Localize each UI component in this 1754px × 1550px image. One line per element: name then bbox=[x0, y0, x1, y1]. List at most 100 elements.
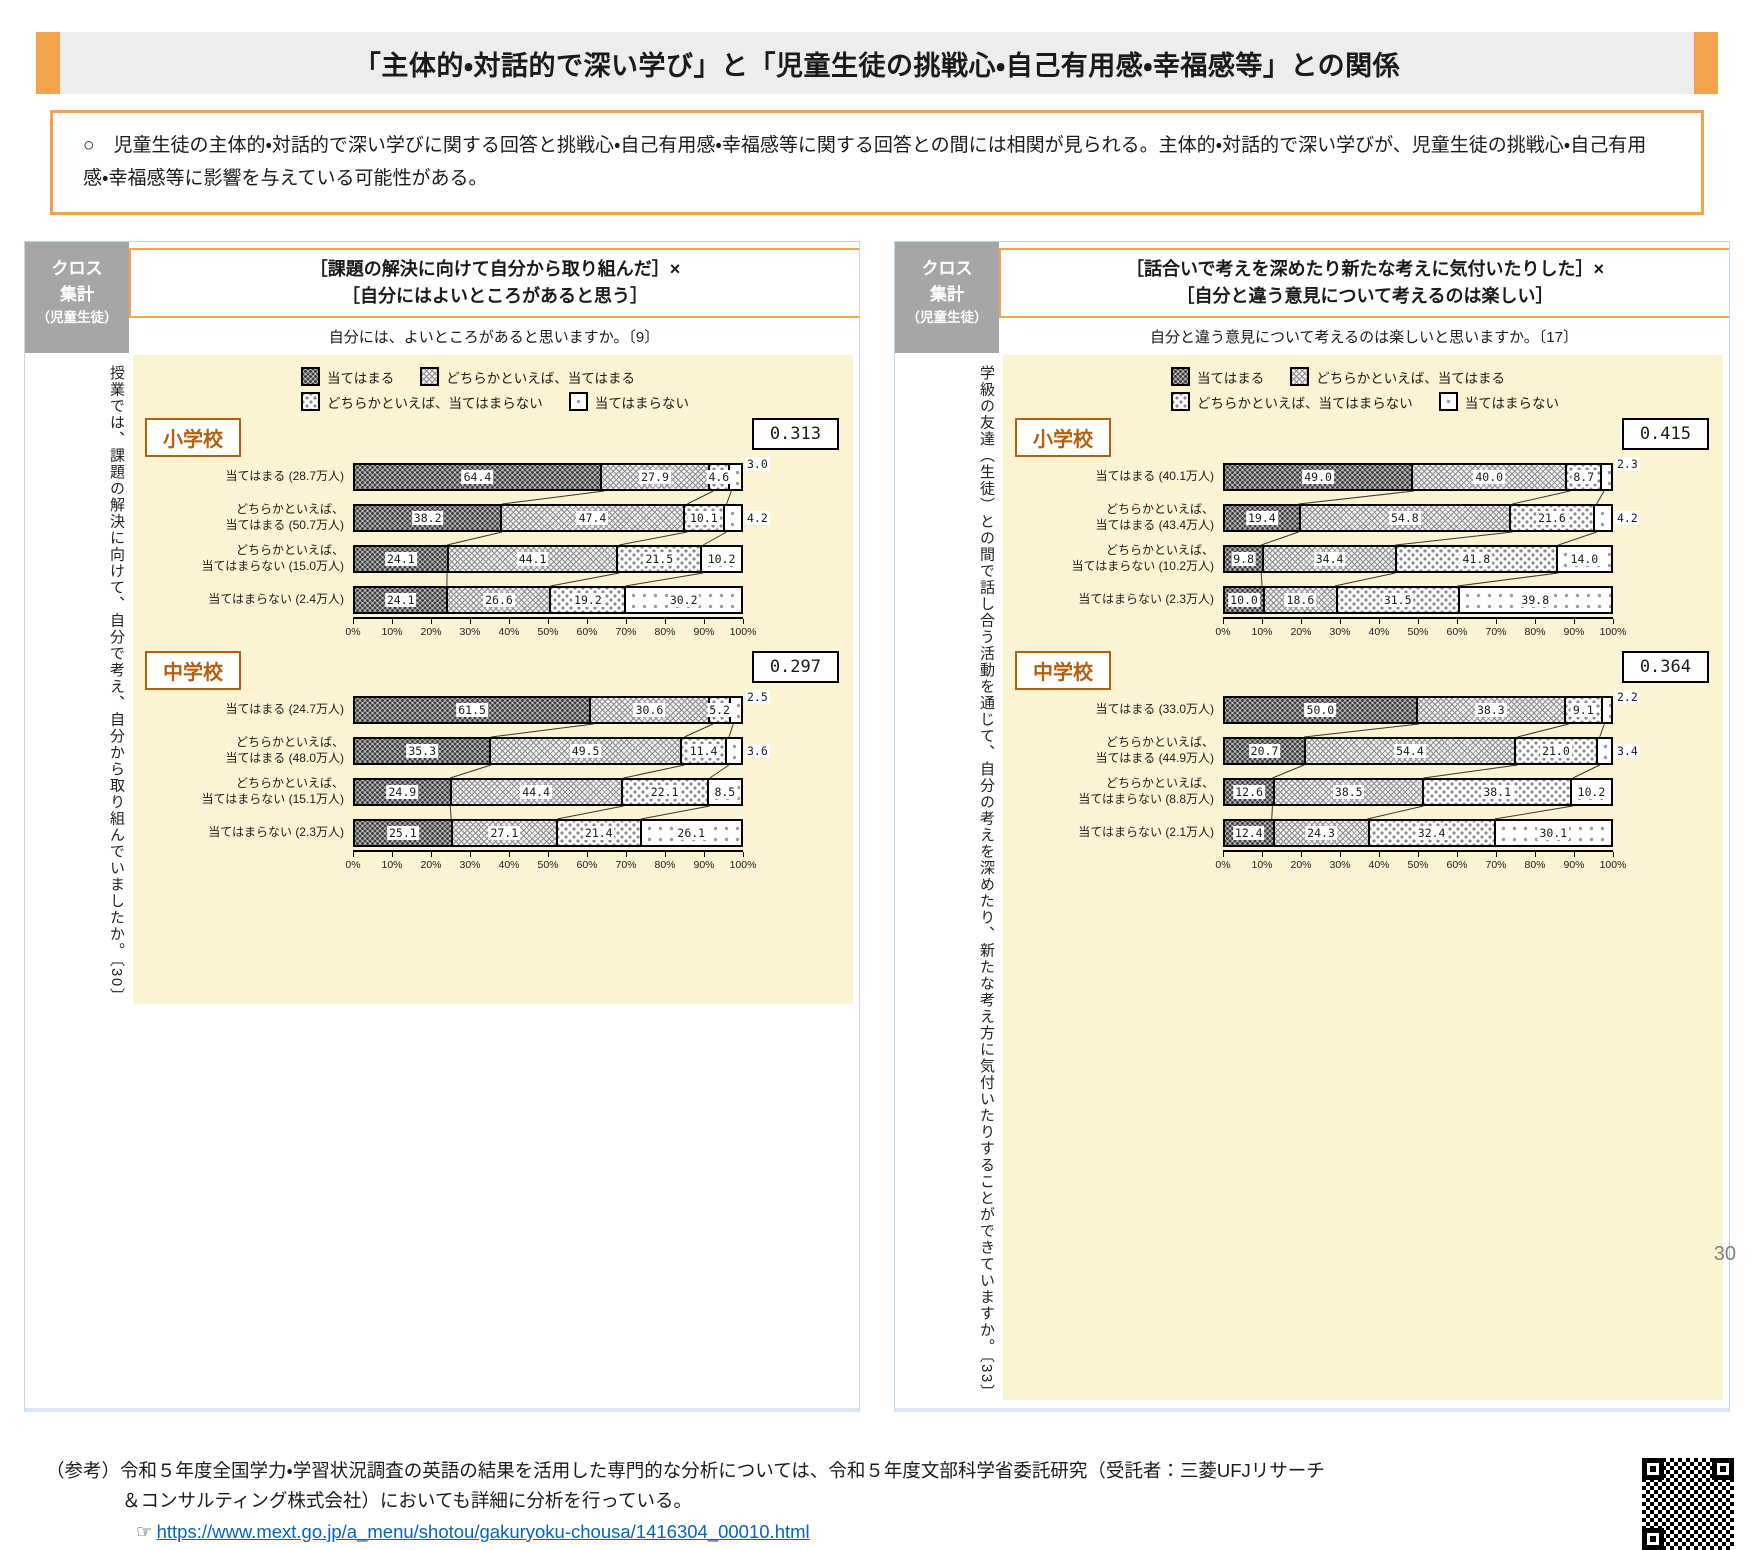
axis-tick-label: 20% bbox=[1290, 859, 1311, 871]
bar-category-label: 当てはまらない (2.3万人) bbox=[143, 825, 353, 841]
value-label: 44.4 bbox=[520, 785, 552, 799]
axis-tick-label: 100% bbox=[1600, 859, 1627, 871]
mext-link[interactable]: https://www.mext.go.jp/a_menu/shotou/gak… bbox=[157, 1517, 810, 1548]
bar-segment: 4.6 bbox=[710, 465, 730, 489]
legend-swatch-icon bbox=[1171, 392, 1190, 411]
qr-finder-icon bbox=[1712, 1458, 1734, 1480]
x-axis: 0%10%20%30%40%50%60%70%80%90%100% bbox=[353, 617, 743, 645]
panel-left: クロス集計（児童生徒）［課題の解決に向けて自分から取り組んだ］×［自分にはよいと… bbox=[24, 241, 860, 1412]
bar-segment: 49.0 bbox=[1225, 465, 1413, 489]
value-label: 2.2 bbox=[1615, 690, 1640, 704]
axis-tick-label: 70% bbox=[1485, 859, 1506, 871]
bar-category-label: 当てはまる (24.7万人) bbox=[143, 702, 353, 718]
correlation-value: 0.297 bbox=[752, 651, 839, 683]
value-label: 34.4 bbox=[1314, 552, 1346, 566]
axis-tick-label: 90% bbox=[693, 626, 714, 638]
axis-tick-label: 40% bbox=[1368, 626, 1389, 638]
value-label: 32.4 bbox=[1416, 826, 1448, 840]
axis-tick-label: 80% bbox=[1524, 859, 1545, 871]
value-label: 8.5 bbox=[712, 785, 737, 799]
bar-category-label: どちらかといえば、 当てはまる (50.7万人) bbox=[143, 502, 353, 533]
value-label: 49.0 bbox=[1302, 470, 1334, 484]
bar-category-label: どちらかといえば、 当てはまる (43.4万人) bbox=[1013, 502, 1223, 533]
axis-tick-label: 20% bbox=[1290, 626, 1311, 638]
value-label: 10.2 bbox=[1576, 785, 1608, 799]
bar-segment: 22.1 bbox=[623, 780, 709, 804]
reference-line-1: （参考）令和５年度全国学力・学習状況調査の英語の結果を活用した専門的な分析につい… bbox=[46, 1456, 1628, 1487]
axis-tick-label: 10% bbox=[381, 859, 402, 871]
bar-segment: 64.4 bbox=[355, 465, 602, 489]
axis-tick-label: 10% bbox=[1251, 859, 1272, 871]
value-label: 9.8 bbox=[1231, 552, 1256, 566]
legend-item: どちらかといえば、当てはまる bbox=[420, 367, 635, 387]
stacked-bar: 20.7 54.4 21.0 3.4 bbox=[1223, 737, 1613, 765]
bar-segment: 19.2 bbox=[551, 588, 626, 612]
bar-segment: 26.6 bbox=[448, 588, 551, 612]
x-axis: 0%10%20%30%40%50%60%70%80%90%100% bbox=[1223, 617, 1613, 645]
page-title: 「主体的・対話的で深い学び」と「児童生徒の挑戦心・自己有用感・幸福感等」との関係 bbox=[60, 32, 1694, 94]
value-label: 12.6 bbox=[1233, 785, 1265, 799]
value-label: 21.0 bbox=[1540, 744, 1572, 758]
bar-segment: 26.1 bbox=[642, 821, 741, 845]
bar-segment: 38.5 bbox=[1275, 780, 1424, 804]
value-label: 31.5 bbox=[1382, 593, 1414, 607]
chart-area: 当てはまるどちらかといえば、当てはまるどちらかといえば、当てはまらない当てはまら… bbox=[133, 355, 853, 1004]
value-label: 54.4 bbox=[1394, 744, 1426, 758]
bar-segment: 35.3 bbox=[355, 739, 491, 763]
legend-item: 当てはまる bbox=[1171, 367, 1264, 387]
axis-tick-label: 20% bbox=[420, 626, 441, 638]
value-label: 24.9 bbox=[387, 785, 419, 799]
bar-segment: 19.4 bbox=[1225, 506, 1301, 530]
axis-tick-label: 70% bbox=[615, 626, 636, 638]
correlation-value: 0.415 bbox=[1622, 418, 1709, 450]
chart-area: 当てはまるどちらかといえば、当てはまるどちらかといえば、当てはまらない当てはまら… bbox=[1003, 355, 1723, 1400]
bar-segment: 38.2 bbox=[355, 506, 502, 530]
bar-segment: 21.4 bbox=[558, 821, 642, 845]
value-label: 38.2 bbox=[412, 511, 444, 525]
axis-tick-label: 90% bbox=[1563, 859, 1584, 871]
axis-tick-label: 50% bbox=[537, 626, 558, 638]
value-label: 41.8 bbox=[1461, 552, 1493, 566]
value-label: 4.2 bbox=[745, 511, 770, 525]
bar-segment: 14.0 bbox=[1558, 547, 1611, 571]
bar-segment: 38.1 bbox=[1424, 780, 1572, 804]
bar-category-label: どちらかといえば、 当てはまる (48.0万人) bbox=[143, 735, 353, 766]
legend-item: 当てはまらない bbox=[1439, 392, 1559, 412]
bar-segment: 9.8 bbox=[1225, 547, 1264, 571]
axis-tick-label: 60% bbox=[576, 859, 597, 871]
bar-segment: 5.2 bbox=[710, 698, 732, 722]
panel-header: クロス集計（児童生徒）［話合いで考えを深めたり新たな考えに気付いたりした］×［自… bbox=[895, 242, 1729, 353]
legend-swatch-icon bbox=[1290, 367, 1309, 386]
title-accent-left bbox=[36, 32, 60, 94]
bar-segment: 2.3 bbox=[1602, 465, 1611, 489]
legend-item: 当てはまる bbox=[301, 367, 394, 387]
value-label: 5.2 bbox=[707, 703, 732, 717]
value-label: 20.7 bbox=[1249, 744, 1281, 758]
axis-tick-label: 10% bbox=[1251, 626, 1272, 638]
axis-tick-label: 80% bbox=[1524, 626, 1545, 638]
bar-segment: 3.4 bbox=[1598, 739, 1611, 763]
bar-segment: 27.9 bbox=[602, 465, 710, 489]
axis-tick-label: 30% bbox=[1329, 859, 1350, 871]
value-label: 22.1 bbox=[649, 785, 681, 799]
value-label: 24.1 bbox=[385, 552, 417, 566]
axis-tick-label: 50% bbox=[1407, 626, 1428, 638]
axis-tick-label: 100% bbox=[730, 626, 757, 638]
value-label: 30.1 bbox=[1537, 826, 1569, 840]
value-label: 61.5 bbox=[456, 703, 488, 717]
value-label: 10.2 bbox=[706, 552, 738, 566]
value-label: 10.1 bbox=[688, 511, 720, 525]
value-label: 39.8 bbox=[1519, 593, 1551, 607]
